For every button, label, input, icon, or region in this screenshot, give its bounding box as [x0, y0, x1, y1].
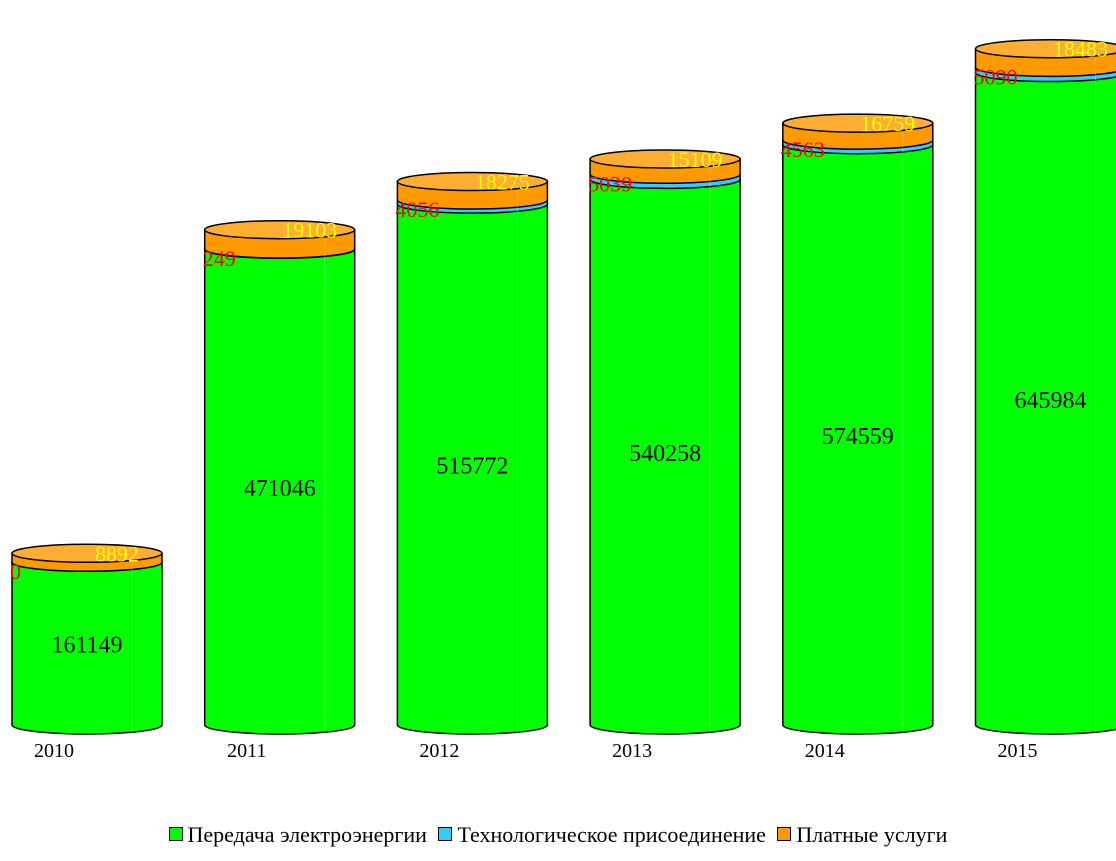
data-label-connection-2011: 249 — [203, 246, 236, 271]
data-label-paid-services-2014: 16759 — [860, 111, 915, 136]
x-tick-label-2010: 2010 — [34, 740, 74, 762]
data-label-transmission-2012: 515772 — [436, 454, 508, 480]
bar-top-cap-2014 — [782, 113, 934, 133]
x-tick-label-2013: 2013 — [612, 740, 652, 762]
chart-legend: Передача электроэнергии Технологическое … — [0, 822, 1116, 848]
legend-item-paid-services: Платные услуги — [777, 822, 947, 848]
bar-transmission-2010 — [11, 561, 163, 735]
bar-transmission-2013 — [589, 178, 741, 735]
legend-label-paid-services: Платные услуги — [796, 822, 948, 847]
bar-top-cap-2011 — [203, 219, 356, 240]
data-label-paid-services-2013: 15109 — [668, 147, 723, 172]
bar-top-cap-2012 — [396, 171, 549, 192]
legend-label-connection: Технологическое присоединение — [457, 822, 766, 847]
data-labels-2013: 540258 5039 15109 — [588, 147, 723, 467]
bar-top-cap-2010 — [11, 543, 163, 564]
stacked-cylinder-chart: 161149 0 8892 471046 249 19103 515772 4056 18275… — [10, 37, 1116, 762]
bar-top-cap-2015 — [974, 39, 1116, 59]
bar-group-2013: 540258 5039 15109 — [588, 147, 741, 735]
chart-bars: 161149 0 8892 471046 249 19103 515772 4056 18275… — [10, 37, 1116, 735]
x-tick-label-2015: 2015 — [998, 740, 1038, 762]
data-label-transmission-2011: 471046 — [244, 476, 316, 502]
bar-group-2010: 161149 0 8892 — [10, 541, 163, 735]
x-tick-label-2012: 2012 — [419, 740, 459, 762]
legend-item-connection: Технологическое присоединение — [438, 822, 766, 848]
data-label-paid-services-2011: 19103 — [282, 218, 337, 243]
bar-group-2014: 574559 4563 16759 — [781, 111, 934, 735]
data-label-paid-services-2015: 18483 — [1053, 37, 1108, 62]
x-tick-label-2011: 2011 — [227, 740, 266, 762]
bar-transmission-2014 — [782, 143, 934, 735]
data-label-connection-2013: 5039 — [588, 171, 632, 196]
bar-group-2012: 515772 4056 18275 — [395, 170, 549, 735]
legend-swatch-paid-services — [777, 827, 792, 841]
bar-transmission-2011 — [203, 248, 356, 735]
bar-top-cap-2013 — [589, 149, 741, 169]
data-labels-2010: 161149 0 8892 — [10, 541, 139, 658]
bar-group-2015: 645984 5090 18483 — [974, 37, 1116, 735]
data-label-transmission-2013: 540258 — [629, 441, 701, 467]
data-labels-2015: 645984 5090 18483 — [974, 37, 1109, 414]
legend-item-transmission: Передача электроэнергии — [168, 822, 427, 848]
data-labels-2011: 471046 249 19103 — [203, 218, 338, 502]
data-label-connection-2015: 5090 — [974, 64, 1018, 89]
x-axis-labels: 2010 2011 2012 2013 2014 2015 — [34, 740, 1038, 762]
bar-transmission-2012 — [396, 203, 549, 735]
data-label-transmission-2010: 161149 — [51, 633, 122, 659]
bar-group-2011: 471046 249 19103 — [203, 218, 356, 735]
data-labels-2014: 574559 4563 16759 — [781, 111, 916, 450]
data-label-paid-services-2012: 18275 — [475, 170, 530, 195]
data-label-connection-2010: 0 — [10, 559, 21, 584]
data-label-connection-2012: 4056 — [395, 197, 439, 222]
x-tick-label-2014: 2014 — [805, 740, 845, 762]
bar-transmission-2015 — [974, 71, 1116, 735]
data-label-transmission-2015: 645984 — [1015, 388, 1087, 414]
legend-label-transmission: Передача электроэнергии — [187, 822, 427, 847]
data-label-paid-services-2010: 8892 — [95, 541, 139, 566]
data-labels-2012: 515772 4056 18275 — [395, 170, 529, 480]
legend-swatch-connection — [438, 827, 453, 841]
data-label-connection-2014: 4563 — [781, 137, 825, 162]
legend-swatch-transmission — [168, 827, 183, 841]
data-label-transmission-2014: 574559 — [822, 424, 894, 450]
